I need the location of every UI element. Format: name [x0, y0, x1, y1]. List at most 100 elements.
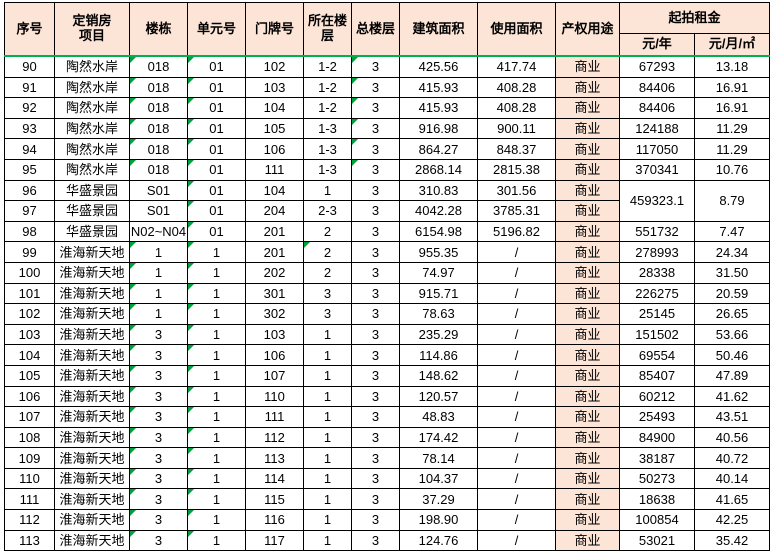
cell-door-number[interactable]: 105: [245, 117, 304, 140]
cell-property-use[interactable]: 商业: [555, 220, 620, 243]
cell-usable-area[interactable]: /: [477, 241, 556, 263]
cell-unit[interactable]: 01: [187, 220, 246, 243]
cell-project[interactable]: 淮海新天地: [54, 241, 130, 263]
cell-property-use[interactable]: 商业: [555, 509, 620, 531]
cell-building[interactable]: 3: [129, 364, 188, 387]
cell-total-floors[interactable]: 3: [351, 158, 400, 181]
cell-unit[interactable]: 01: [187, 97, 246, 119]
cell-building[interactable]: 3: [129, 467, 188, 490]
cell-project[interactable]: 陶然水岸: [54, 158, 130, 181]
cell-usable-area[interactable]: 408.28: [477, 97, 556, 119]
cell-rent-month-sqm[interactable]: 53.66: [693, 323, 771, 346]
cell-total-floors[interactable]: 3: [351, 76, 400, 99]
cell-rent-month-sqm[interactable]: 7.47: [693, 220, 771, 243]
cell-rent-year[interactable]: 85407: [619, 364, 695, 387]
cell-usable-area[interactable]: /: [477, 282, 556, 305]
cell-building-area[interactable]: 104.37: [399, 467, 478, 490]
cell-total-floors[interactable]: 3: [351, 54, 400, 78]
cell-usable-area[interactable]: /: [477, 529, 556, 551]
cell-door-number[interactable]: 301: [245, 282, 304, 305]
cell-floor[interactable]: 1: [303, 467, 352, 490]
cell-unit[interactable]: 01: [187, 138, 246, 160]
header-total-floors[interactable]: 总楼层: [351, 2, 400, 57]
cell-unit[interactable]: 1: [187, 241, 246, 263]
cell-building-area[interactable]: 6154.98: [399, 220, 478, 243]
cell-unit[interactable]: 01: [187, 54, 246, 78]
cell-door-number[interactable]: 115: [245, 488, 304, 511]
cell-floor[interactable]: 1-3: [303, 117, 352, 140]
cell-usable-area[interactable]: /: [477, 344, 556, 366]
cell-door-number[interactable]: 106: [245, 138, 304, 160]
cell-unit[interactable]: 1: [187, 364, 246, 387]
cell-property-use[interactable]: 商业: [555, 261, 620, 284]
cell-project[interactable]: 淮海新天地: [54, 529, 130, 551]
cell-project[interactable]: 华盛景园: [54, 220, 130, 243]
cell-building-area[interactable]: 864.27: [399, 138, 478, 160]
cell-rent-year[interactable]: 100854: [619, 509, 695, 531]
cell-building-area[interactable]: 78.63: [399, 303, 478, 325]
cell-total-floors[interactable]: 3: [351, 364, 400, 387]
cell-property-use[interactable]: 商业: [555, 241, 620, 263]
cell-property-use[interactable]: 商业: [555, 179, 620, 202]
cell-door-number[interactable]: 107: [245, 364, 304, 387]
cell-rent-year[interactable]: 50273: [619, 467, 695, 490]
cell-serial[interactable]: 103: [4, 323, 55, 346]
cell-serial[interactable]: 96: [4, 179, 55, 202]
cell-usable-area[interactable]: /: [477, 488, 556, 511]
cell-rent-year[interactable]: 226275: [619, 282, 695, 305]
cell-rent-month-sqm[interactable]: 16.91: [693, 97, 771, 119]
cell-rent-year[interactable]: 370341: [619, 158, 695, 181]
cell-property-use[interactable]: 商业: [555, 97, 620, 119]
cell-building-area[interactable]: 915.71: [399, 282, 478, 305]
cell-project[interactable]: 华盛景园: [54, 179, 130, 202]
cell-property-use[interactable]: 商业: [555, 282, 620, 305]
cell-floor[interactable]: 1: [303, 406, 352, 428]
cell-building[interactable]: 3: [129, 344, 188, 366]
cell-serial[interactable]: 106: [4, 385, 55, 408]
cell-unit[interactable]: 01: [187, 76, 246, 99]
cell-building[interactable]: 1: [129, 303, 188, 325]
cell-property-use[interactable]: 商业: [555, 200, 620, 222]
cell-property-use[interactable]: 商业: [555, 488, 620, 511]
cell-door-number[interactable]: 104: [245, 179, 304, 202]
cell-usable-area[interactable]: /: [477, 261, 556, 284]
cell-total-floors[interactable]: 3: [351, 97, 400, 119]
cell-door-number[interactable]: 116: [245, 509, 304, 531]
cell-usable-area[interactable]: /: [477, 364, 556, 387]
cell-building-area[interactable]: 4042.28: [399, 200, 478, 222]
cell-rent-month-sqm[interactable]: 11.29: [693, 117, 771, 140]
cell-unit[interactable]: 1: [187, 426, 246, 449]
cell-serial[interactable]: 111: [4, 488, 55, 511]
cell-rent-month-sqm[interactable]: 11.29: [693, 138, 771, 160]
cell-total-floors[interactable]: 3: [351, 529, 400, 551]
cell-door-number[interactable]: 202: [245, 261, 304, 284]
cell-serial[interactable]: 110: [4, 467, 55, 490]
cell-property-use[interactable]: 商业: [555, 529, 620, 551]
cell-floor[interactable]: 1: [303, 447, 352, 469]
cell-building-area[interactable]: 37.29: [399, 488, 478, 511]
cell-project[interactable]: 淮海新天地: [54, 364, 130, 387]
cell-rent-year[interactable]: 25493: [619, 406, 695, 428]
cell-total-floors[interactable]: 3: [351, 261, 400, 284]
cell-total-floors[interactable]: 3: [351, 467, 400, 490]
cell-serial[interactable]: 97: [4, 200, 55, 222]
cell-unit[interactable]: 1: [187, 385, 246, 408]
cell-door-number[interactable]: 106: [245, 344, 304, 366]
cell-rent-year[interactable]: 18638: [619, 488, 695, 511]
cell-building-area[interactable]: 114.86: [399, 344, 478, 366]
cell-property-use[interactable]: 商业: [555, 344, 620, 366]
cell-serial[interactable]: 108: [4, 426, 55, 449]
cell-project[interactable]: 淮海新天地: [54, 467, 130, 490]
cell-usable-area[interactable]: 3785.31: [477, 200, 556, 222]
cell-floor[interactable]: 1: [303, 344, 352, 366]
cell-door-number[interactable]: 117: [245, 529, 304, 551]
cell-usable-area[interactable]: 2815.38: [477, 158, 556, 181]
cell-rent-month-sqm[interactable]: 13.18: [693, 54, 771, 78]
cell-floor[interactable]: 2: [303, 220, 352, 243]
cell-building-area[interactable]: 148.62: [399, 364, 478, 387]
cell-floor[interactable]: 3: [303, 282, 352, 305]
cell-building-area[interactable]: 310.83: [399, 179, 478, 202]
cell-serial[interactable]: 90: [4, 54, 55, 78]
cell-project[interactable]: 陶然水岸: [54, 117, 130, 140]
cell-rent-year[interactable]: 124188: [619, 117, 695, 140]
